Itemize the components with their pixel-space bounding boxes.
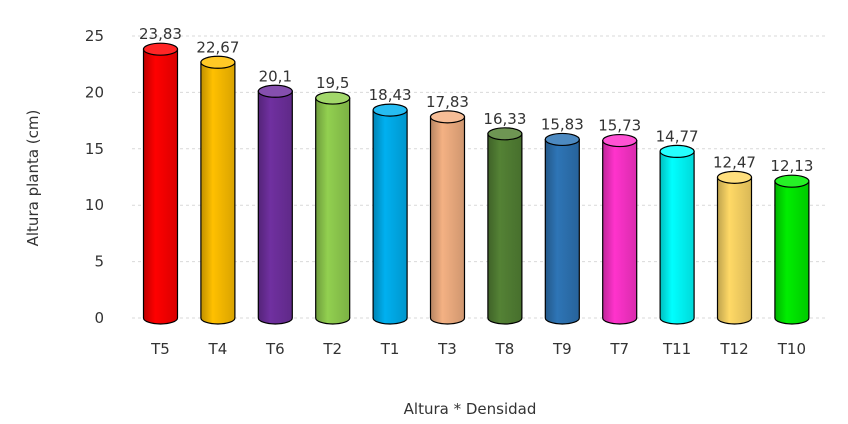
bar-t7: 15,73 [598,117,641,325]
bar-t3: 17,83 [426,93,469,325]
bar-body [429,116,466,325]
y-tick-label: 10 [85,196,104,214]
bar-top [659,144,695,158]
bar-top [487,127,523,141]
bars: 23,83 22,67 20,1 19,5 18,43 17,83 16,33 15,83 15… [139,25,813,325]
bar-body [315,97,351,325]
data-label: 19,5 [316,74,349,92]
bar-body [200,61,236,325]
data-label: 15,73 [598,117,641,135]
x-tick-label: T4 [208,340,228,358]
bar-t10: 12,13 [770,157,813,325]
y-axis-ticks: 0 5 10 15 20 25 [85,27,104,327]
bar-body [716,176,753,325]
bar-body [257,90,293,325]
y-axis-title: Altura planta (cm) [24,110,42,247]
bar-t11: 14,77 [656,127,699,325]
bar-body [659,150,695,325]
x-tick-label: T7 [609,340,629,358]
bar-body [142,48,179,325]
bar-body [544,138,580,325]
y-tick-label: 5 [94,253,104,271]
bar-top [774,174,810,188]
bar-t6: 20,1 [257,67,293,325]
bar-t5: 23,83 [139,25,182,325]
data-label: 16,33 [483,110,526,128]
bar-top [257,84,293,98]
bar-body [372,109,408,325]
bar-top [429,110,466,124]
bar-t4: 22,67 [196,38,239,325]
data-label: 20,1 [259,67,292,85]
bar-top [142,42,179,56]
x-tick-label: T6 [265,340,285,358]
data-label: 12,47 [713,153,756,171]
data-label: 14,77 [656,127,699,145]
x-tick-label: T2 [322,340,342,358]
bar-t9: 15,83 [541,115,584,325]
gridlines [132,35,828,319]
bar-body [602,139,638,325]
data-label: 15,83 [541,115,584,133]
x-tick-label: T1 [380,340,400,358]
x-axis-title: Altura * Densidad [404,400,537,418]
bar-top [315,91,351,105]
data-label: 23,83 [139,25,182,43]
data-label: 18,43 [369,86,412,104]
bar-top [602,133,638,148]
x-tick-label: T9 [552,340,572,358]
y-tick-label: 0 [94,309,104,327]
y-tick-label: 20 [85,83,104,101]
y-tick-label: 15 [85,140,104,158]
bar-top [716,170,753,184]
x-tick-label: T8 [495,340,515,358]
bar-t12: 12,47 [713,153,756,325]
x-axis-ticks: T5 T4 T6 T2 T1 T3 T8 T9 T7 T11 T12 T10 [150,340,806,358]
bar-top [200,55,236,69]
bar-t2: 19,5 [315,74,351,325]
data-label: 12,13 [770,157,813,175]
y-tick-label: 25 [85,27,104,45]
x-tick-label: T5 [150,340,170,358]
bar-body [487,133,523,325]
data-label: 22,67 [196,38,239,56]
x-tick-label: T11 [662,340,691,358]
bar-body [774,180,810,325]
x-tick-label: T12 [719,340,748,358]
x-tick-label: T3 [437,340,457,358]
bar-top [372,103,408,117]
bar-t8: 16,33 [483,110,526,325]
bar-top [544,132,580,147]
x-tick-label: T10 [777,340,806,358]
bar-t1: 18,43 [369,86,412,325]
data-label: 17,83 [426,93,469,111]
